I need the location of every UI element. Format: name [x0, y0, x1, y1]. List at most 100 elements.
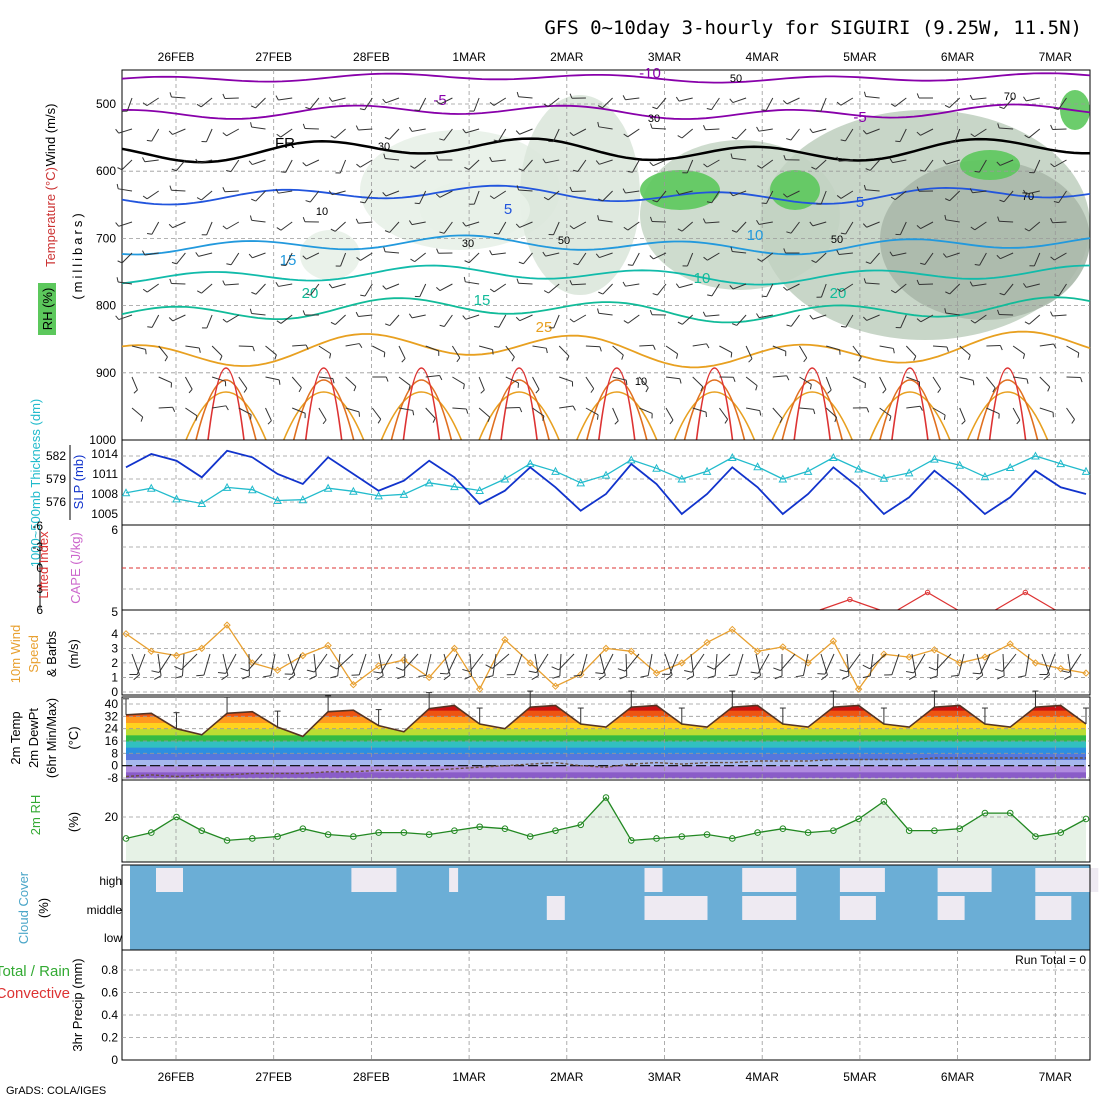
wind-barb-flag	[858, 356, 862, 362]
wind10-barb	[291, 653, 302, 675]
surface-temp-arch-0-0	[185, 391, 267, 441]
wind-barb	[656, 97, 667, 110]
wind-barb-flag	[863, 278, 867, 284]
wind-barb-flag	[756, 126, 760, 132]
wind-barb	[1028, 221, 1041, 232]
bottom-date-1: 27FEB	[255, 1070, 292, 1084]
wind-barb-flag	[408, 313, 413, 319]
wind-barb	[786, 283, 800, 291]
wind-barb	[627, 314, 640, 324]
wind-barb-flag	[598, 198, 603, 202]
wind10-barb-flag	[1064, 675, 1072, 680]
wind-barb	[577, 252, 587, 265]
wind-barb-flag	[322, 419, 327, 425]
wind-barb-flag	[786, 231, 792, 234]
wind-barb	[972, 97, 987, 100]
wind-barb	[211, 376, 226, 382]
wind-barb	[443, 221, 453, 234]
wind-barb	[292, 407, 306, 414]
wind10-barb	[402, 653, 419, 671]
wind-barb-flag	[834, 417, 838, 423]
wind-barb	[585, 376, 595, 389]
wind-barb-flag	[865, 261, 871, 265]
rh2m-point-38	[1082, 815, 1090, 823]
wind-barb	[892, 252, 907, 257]
wind10-barb-flag	[373, 671, 382, 674]
wind-barb	[265, 376, 280, 381]
wind-barb-flag	[1024, 321, 1030, 325]
surface-temp-arch-1-0	[282, 391, 365, 441]
wind10-barb-flag	[753, 675, 761, 681]
wind10-point-22	[678, 659, 686, 667]
wind-barb-flag	[724, 419, 729, 424]
wind-barb-flag	[225, 405, 229, 411]
wind-barb-flag	[669, 419, 674, 425]
wind-barb	[653, 159, 667, 167]
wind-barb-flag	[596, 414, 599, 420]
wind-barb	[398, 345, 406, 359]
wind-barb-flag	[970, 133, 975, 138]
surface-temp-arch-2-0	[380, 391, 463, 441]
wind-barb	[686, 159, 694, 174]
cloud-cover-unit: (%)	[36, 898, 51, 918]
cape-label: CAPE (J/kg)	[68, 532, 83, 604]
wind10-barb	[691, 653, 705, 673]
wind-barb-flag	[1080, 377, 1083, 383]
wind-barb-flag	[410, 258, 415, 263]
wind-barb	[812, 221, 827, 227]
wind10-barb-flag	[242, 675, 250, 680]
wind-barb	[625, 97, 640, 101]
wind-barb	[151, 221, 160, 235]
wind-barb	[478, 407, 490, 418]
wind-barb	[468, 159, 480, 170]
wind-barb-flag	[783, 154, 786, 160]
cloud-cell-1-4	[546, 896, 565, 920]
wind-barb	[200, 97, 213, 108]
wind-barb-flag	[172, 407, 176, 412]
wind10-point-11	[400, 656, 408, 664]
wind-barb	[974, 221, 987, 231]
wind-barb-flag	[836, 156, 840, 162]
wind-barb	[364, 190, 373, 204]
wind-barb-flag	[355, 311, 359, 317]
wind10-barb	[625, 653, 628, 677]
wind10-barb	[559, 653, 562, 676]
wind-barb	[340, 252, 347, 267]
wind-barb-flag	[298, 387, 302, 393]
wind-barb	[786, 190, 800, 198]
wind-barb-flag	[226, 263, 232, 266]
wind-barb	[772, 375, 787, 378]
wind-barb	[425, 345, 439, 352]
wind10-point-2	[172, 651, 181, 660]
wind10-barb	[714, 653, 718, 676]
wind-barb-flag	[890, 289, 896, 294]
wind10-barb-flag	[196, 674, 204, 677]
wind10-barb-flag	[665, 674, 673, 681]
wind-barb	[879, 376, 887, 390]
wind-barb	[799, 376, 812, 385]
wind-barb	[1054, 159, 1067, 168]
top-date-5: 3MAR	[648, 50, 682, 64]
precip-tick-0.2: 0.2	[101, 1031, 118, 1045]
wind-barb	[144, 159, 159, 163]
wind-barb	[226, 221, 240, 230]
wind-barb	[705, 128, 720, 131]
wind10-point-27	[804, 659, 812, 667]
wind-barb	[718, 407, 729, 420]
cape-tick-top: 6	[111, 523, 118, 537]
wind-barb-flag	[410, 165, 415, 169]
wind-barb	[553, 221, 560, 235]
wind-barb	[736, 221, 747, 233]
wind-barb	[519, 128, 533, 135]
wind-barb	[719, 345, 732, 354]
wind-barb-flag	[652, 345, 656, 350]
wind-barb	[920, 314, 934, 323]
wind10m-unit: (m/s)	[66, 639, 81, 669]
wind-barb-flag	[732, 377, 736, 383]
contour-label-3: 5	[504, 201, 512, 218]
wind10-barb-flag	[972, 672, 981, 675]
wind-barb-flag	[542, 415, 545, 421]
surface-temp-arch-4-0	[576, 391, 658, 441]
wind-barb-flag	[359, 201, 365, 204]
